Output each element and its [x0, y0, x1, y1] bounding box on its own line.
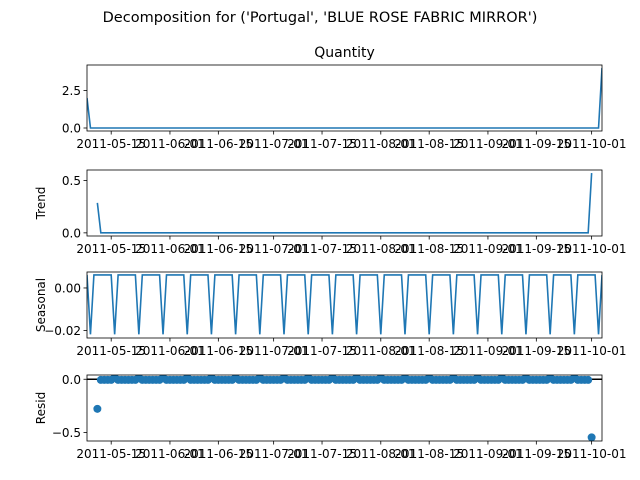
x-tick-label: 2011-08-15 — [394, 344, 464, 358]
x-tick-label: 2011-06-01 — [135, 137, 205, 151]
subplot-panels: Quantity0.02.52011-05-152011-06-012011-0… — [34, 45, 627, 461]
axes-frame — [86, 374, 603, 442]
axes-frame — [86, 64, 603, 132]
subplot-3: Seasonal−0.020.002011-05-152011-06-01201… — [34, 271, 627, 358]
x-tick-label: 2011-05-15 — [76, 242, 146, 256]
x-tick-label: 2011-09-01 — [453, 242, 523, 256]
axes-frame — [86, 169, 603, 237]
x-tick-label: 2011-06-15 — [183, 344, 253, 358]
x-tick-label: 2011-06-15 — [183, 137, 253, 151]
subplot-title: Quantity — [314, 45, 375, 61]
x-tick-label: 2011-08-15 — [394, 137, 464, 151]
figure-suptitle: Decomposition for ('Portugal', 'BLUE ROS… — [103, 10, 538, 26]
y-tick-label: 0.0 — [62, 226, 81, 240]
x-tick-label: 2011-07-01 — [239, 242, 309, 256]
x-tick-label: 2011-07-01 — [239, 344, 309, 358]
series-line — [96, 172, 593, 234]
axes-frame — [86, 271, 603, 339]
plot-area — [96, 172, 593, 234]
x-tick-label: 2011-10-01 — [557, 447, 627, 461]
y-tick-label: 0.0 — [62, 122, 81, 136]
x-tick-label: 2011-09-01 — [453, 447, 523, 461]
x-tick-label: 2011-08-01 — [346, 447, 416, 461]
x-tick-label: 2011-09-01 — [453, 137, 523, 151]
x-tick-label: 2011-10-01 — [557, 242, 627, 256]
x-tick-label: 2011-10-01 — [557, 137, 627, 151]
seasonal-line — [87, 274, 602, 335]
x-tick-label: 2011-10-01 — [557, 344, 627, 358]
y-axis-label: Resid — [34, 392, 48, 424]
x-tick-label: 2011-09-15 — [501, 242, 571, 256]
x-tick-label: 2011-07-01 — [239, 137, 309, 151]
x-tick-label: 2011-05-15 — [76, 344, 146, 358]
resid-point — [93, 404, 102, 413]
x-tick-label: 2011-08-01 — [346, 344, 416, 358]
x-tick-label: 2011-07-15 — [287, 242, 357, 256]
x-tick-label: 2011-06-15 — [183, 447, 253, 461]
y-tick-label: −0.5 — [52, 426, 81, 440]
x-tick-label: 2011-07-15 — [287, 344, 357, 358]
y-tick-label: 0.0 — [62, 373, 81, 387]
plot-area — [87, 375, 602, 441]
plot-area — [87, 67, 602, 129]
subplot-4: Resid −0.5 0.0 2011-05-152011-06-012011-06-… — [34, 373, 627, 461]
y-tick-label: 0.5 — [62, 174, 81, 188]
x-tick-label: 2011-08-15 — [394, 447, 464, 461]
y-axis-label: Seasonal — [34, 278, 48, 332]
x-tick-label: 2011-08-15 — [394, 242, 464, 256]
y-tick-label: 2.5 — [62, 84, 81, 98]
x-tick-label: 2011-07-15 — [287, 447, 357, 461]
plot-area — [87, 274, 602, 335]
x-tick-label: 2011-09-15 — [501, 137, 571, 151]
x-tick-label: 2011-05-15 — [76, 137, 146, 151]
x-tick-label: 2011-06-01 — [135, 344, 205, 358]
resid-point — [584, 375, 593, 384]
x-tick-label: 2011-05-15 — [76, 447, 146, 461]
series-line — [87, 67, 602, 129]
x-tick-label: 2011-07-15 — [287, 137, 357, 151]
x-tick-label: 2011-08-01 — [346, 242, 416, 256]
y-tick-label: 0.00 — [54, 281, 81, 295]
x-tick-label: 2011-06-15 — [183, 242, 253, 256]
y-axis-label: Trend — [34, 187, 48, 221]
x-tick-label: 2011-08-01 — [346, 137, 416, 151]
y-tick-label: −0.02 — [44, 324, 81, 338]
x-tick-label: 2011-06-01 — [135, 447, 205, 461]
x-tick-label: 2011-09-01 — [453, 344, 523, 358]
x-tick-label: 2011-09-15 — [501, 344, 571, 358]
resid-point — [587, 433, 596, 441]
x-tick-label: 2011-07-01 — [239, 447, 309, 461]
x-tick-label: 2011-06-01 — [135, 242, 205, 256]
x-tick-label: 2011-09-15 — [501, 447, 571, 461]
subplot-2: Trend 0.0 0.5 2011-05-152011-06-012011-06-1… — [34, 169, 627, 256]
subplot-1: Quantity0.02.52011-05-152011-06-012011-0… — [62, 45, 627, 151]
